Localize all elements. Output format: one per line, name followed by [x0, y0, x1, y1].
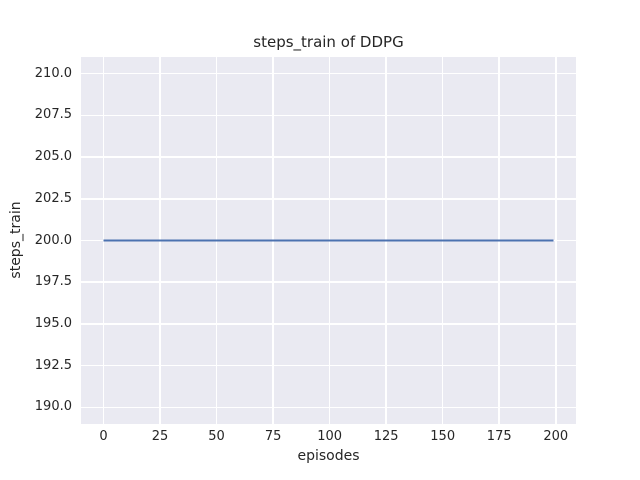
x-tick-label: 25 [151, 429, 169, 444]
y-tick-label: 202.5 [34, 190, 72, 206]
gridline-horizontal [81, 198, 576, 200]
x-tick-label: 125 [373, 429, 399, 444]
x-tick-label: 50 [208, 429, 225, 444]
x-axis-label: episodes [297, 448, 360, 464]
x-tick-label: 100 [317, 429, 343, 444]
y-tick-label: 197.5 [34, 274, 72, 290]
gridline-horizontal [81, 364, 576, 367]
y-tick-label: 195.0 [34, 315, 72, 331]
y-tick-label: 190.0 [34, 399, 72, 415]
gridline-horizontal [81, 281, 576, 283]
y-tick-label: 210.0 [34, 65, 72, 81]
line-series-layer [103, 239, 554, 242]
x-tick-label: 175 [486, 429, 512, 444]
y-tick-label: 192.5 [34, 357, 72, 373]
gridline-horizontal [81, 72, 576, 75]
gridline-horizontal [81, 323, 576, 325]
chart-title: steps_train of DDPG [253, 33, 404, 51]
x-tick-label: 0 [99, 429, 108, 444]
x-tick-label: 150 [430, 429, 456, 444]
x-tick-label: 75 [264, 429, 282, 444]
y-tick-label: 205.0 [34, 149, 72, 165]
y-tick-label: 207.5 [34, 107, 72, 123]
gridline-horizontal [81, 114, 576, 117]
gridline-horizontal [81, 156, 576, 158]
plot-area [81, 57, 576, 424]
y-tick-label: 200.0 [34, 232, 72, 248]
gridline-horizontal [81, 406, 576, 409]
x-tick-label: 200 [543, 429, 569, 444]
